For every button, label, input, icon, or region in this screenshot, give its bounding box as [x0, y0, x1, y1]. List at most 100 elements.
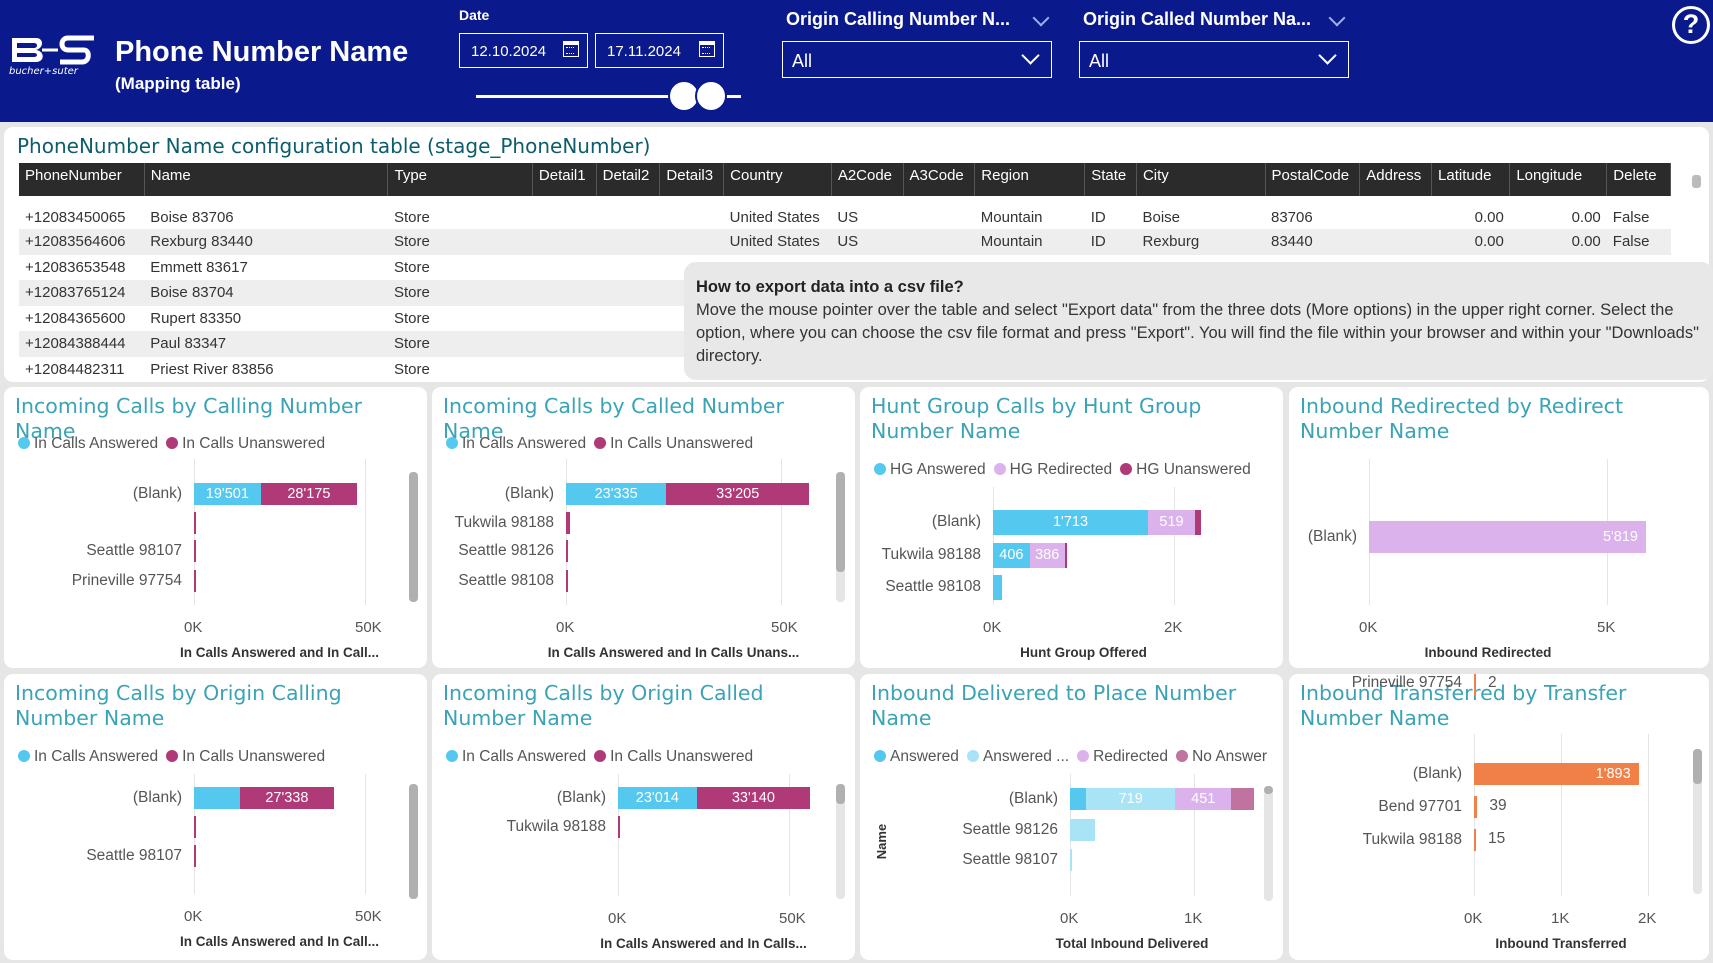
column-header[interactable]: City: [1136, 163, 1266, 196]
bar-segment[interactable]: 719: [1086, 788, 1176, 810]
bar-segment[interactable]: [993, 574, 1003, 600]
table-row[interactable]: +12083450065 Boise 83706 Store United State…: [19, 196, 1671, 229]
bar-segment[interactable]: 33'205: [666, 483, 810, 505]
scrollbar-thumb[interactable]: [1264, 786, 1273, 794]
legend-item[interactable]: In Calls Unanswered: [166, 435, 325, 452]
legend-item[interactable]: HG Redirected: [993, 461, 1112, 478]
column-header[interactable]: Detail3: [659, 163, 725, 196]
bar-segment[interactable]: [194, 816, 196, 838]
origin-called-select[interactable]: All: [1079, 41, 1349, 78]
slider-end-handle[interactable]: [695, 80, 727, 112]
column-header[interactable]: A3Code: [903, 163, 976, 196]
origin-calling-select[interactable]: All: [782, 41, 1052, 78]
bar-segment[interactable]: 33'140: [696, 787, 811, 809]
bar-segment[interactable]: [194, 787, 241, 809]
legend-label: In Calls Answered: [34, 748, 159, 765]
chart-scrollbar[interactable]: [836, 784, 845, 899]
bar-segment[interactable]: [1070, 849, 1072, 871]
date-to-input[interactable]: 17.11.2024: [595, 33, 724, 68]
bar-segment[interactable]: 519: [1148, 509, 1195, 535]
legend-item[interactable]: In Calls Answered: [18, 748, 158, 765]
chart-scrollbar[interactable]: [409, 472, 418, 602]
scrollbar-thumb[interactable]: [409, 472, 418, 602]
chart-scrollbar[interactable]: [836, 472, 845, 602]
date-from-input[interactable]: 12.10.2024: [459, 33, 588, 68]
scrollbar-thumb[interactable]: [836, 472, 845, 572]
table-row[interactable]: +12083653548 Emmett 83617 Store: [19, 255, 1671, 281]
bar-segment[interactable]: [1231, 788, 1254, 810]
column-header[interactable]: A2Code: [831, 163, 904, 196]
bar-segment[interactable]: 5'819: [1369, 521, 1646, 553]
column-header[interactable]: Region: [974, 163, 1086, 196]
bar-segment[interactable]: [1474, 829, 1476, 851]
scrollbar-thumb[interactable]: [409, 784, 418, 899]
table-row[interactable]: +12083564606 Rexburg 83440 Store United Sta…: [19, 229, 1671, 255]
bar-segment[interactable]: [194, 512, 196, 534]
column-header[interactable]: PhoneNumber: [19, 163, 145, 196]
bar-segment[interactable]: [618, 816, 620, 838]
legend-item[interactable]: HG Answered: [874, 461, 986, 478]
column-header[interactable]: Detail1: [532, 163, 597, 196]
column-header[interactable]: Type: [387, 163, 533, 196]
bar-segment[interactable]: [1070, 788, 1087, 810]
bar-segment[interactable]: [194, 570, 196, 592]
column-header[interactable]: PostalCode: [1265, 163, 1361, 196]
legend-dot-icon: [1077, 750, 1090, 762]
column-header[interactable]: Country: [723, 163, 832, 196]
column-header[interactable]: Name: [144, 163, 389, 196]
chevron-down-icon[interactable]: [1032, 9, 1050, 27]
legend-item[interactable]: In Calls Answered: [446, 435, 586, 452]
legend-item[interactable]: HG Unanswered: [1120, 461, 1251, 478]
legend-item[interactable]: In Calls Answered: [446, 748, 586, 765]
bar-segment[interactable]: 1'713: [993, 509, 1149, 535]
legend-item[interactable]: In Calls Unanswered: [594, 435, 753, 452]
chart-scrollbar[interactable]: [1693, 749, 1702, 894]
bar-segment[interactable]: 27'338: [240, 787, 334, 809]
calendar-icon[interactable]: [563, 41, 579, 57]
bar-segment[interactable]: [1474, 674, 1476, 696]
column-header[interactable]: Detail2: [596, 163, 661, 196]
bar-segment[interactable]: 19'501: [194, 483, 261, 505]
column-header[interactable]: Delete: [1606, 163, 1671, 196]
chart-scrollbar[interactable]: [409, 784, 418, 899]
table-row[interactable]: +12084365600 Rupert 83350 Store: [19, 306, 1671, 332]
bar-segment[interactable]: [1064, 542, 1067, 568]
bar-segment[interactable]: [194, 540, 196, 562]
column-header[interactable]: Address: [1359, 163, 1433, 196]
legend-item[interactable]: No Answer: [1176, 748, 1267, 765]
legend-item[interactable]: Answered: [874, 748, 959, 765]
bar-segment[interactable]: [566, 540, 568, 562]
bar-segment[interactable]: [1194, 509, 1202, 535]
column-header[interactable]: State: [1084, 163, 1137, 196]
bar-segment[interactable]: [566, 512, 570, 534]
legend-item[interactable]: In Calls Unanswered: [166, 748, 325, 765]
bar-segment[interactable]: 23'014: [618, 787, 697, 809]
table-cell: 0.00: [1509, 229, 1607, 255]
bar-segment[interactable]: 1'893: [1474, 763, 1639, 785]
legend-item[interactable]: In Calls Unanswered: [594, 748, 753, 765]
scrollbar-thumb[interactable]: [1693, 749, 1702, 784]
chart-scrollbar[interactable]: [1264, 786, 1273, 901]
chevron-down-icon[interactable]: [1328, 9, 1346, 27]
legend-item[interactable]: In Calls Answered: [18, 435, 158, 452]
bar-segment[interactable]: [194, 845, 196, 867]
bar-segment[interactable]: 28'175: [260, 483, 358, 505]
date-range-slider[interactable]: [476, 95, 741, 98]
table-row[interactable]: +12084482311 Priest River 83856 Store: [19, 357, 1671, 383]
table-title: PhoneNumber Name configuration table (st…: [17, 134, 651, 158]
legend-item[interactable]: Answered ...: [966, 748, 1069, 765]
bar-segment[interactable]: 406: [993, 542, 1030, 568]
column-header[interactable]: Latitude: [1431, 163, 1511, 196]
bar-segment[interactable]: [1474, 796, 1478, 818]
bar-segment[interactable]: 386: [1029, 542, 1065, 568]
calendar-icon[interactable]: [699, 41, 715, 57]
bar-segment[interactable]: 23'335: [566, 483, 667, 505]
column-header[interactable]: Longitude: [1509, 163, 1608, 196]
legend-item[interactable]: Redirected: [1077, 748, 1168, 765]
bar-segment[interactable]: 451: [1175, 788, 1232, 810]
bar-segment[interactable]: [1070, 819, 1095, 841]
scrollbar-thumb[interactable]: [836, 784, 845, 804]
bar-segment[interactable]: [566, 570, 568, 592]
help-icon[interactable]: ?: [1672, 6, 1710, 44]
table-scrollbar[interactable]: [1692, 175, 1701, 188]
